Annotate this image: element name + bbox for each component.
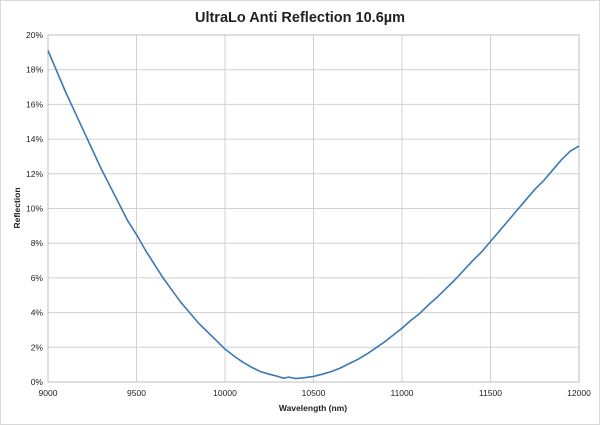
- grid-layer: [47, 34, 580, 383]
- y-tick-label: 12%: [26, 169, 43, 179]
- y-tick-label: 16%: [26, 99, 43, 109]
- y-tick-label: 6%: [31, 273, 44, 283]
- y-tick-label: 8%: [31, 238, 44, 248]
- series-layer: [47, 50, 580, 380]
- series-line: [47, 50, 580, 380]
- chart-title: UltraLo Anti Reflection 10.6µm: [195, 10, 405, 26]
- y-axis-title: Reflection: [12, 187, 22, 228]
- y-tick-label: 14%: [26, 134, 43, 144]
- x-tick-labels: 9000 9500 10000 10500 11000 11500 12000: [39, 388, 592, 398]
- y-tick-label: 2%: [31, 342, 44, 352]
- y-tick-label: 4%: [31, 308, 44, 318]
- y-tick-label: 18%: [26, 65, 43, 75]
- y-tick-label: 0%: [31, 377, 44, 387]
- y-tick-label: 10%: [26, 204, 43, 214]
- x-axis-title: Wavelength (nm): [279, 403, 347, 413]
- y-tick-label: 20%: [26, 30, 43, 40]
- x-tick-label: 10000: [213, 388, 237, 398]
- x-tick-label: 9000: [39, 388, 58, 398]
- y-tick-labels: 0% 2% 4% 6% 8% 10% 12% 14% 16% 18% 20%: [26, 30, 43, 387]
- x-tick-label: 12000: [567, 388, 591, 398]
- x-tick-label: 11500: [479, 388, 502, 398]
- plot-area: [47, 34, 580, 383]
- x-tick-label: 9500: [127, 388, 146, 398]
- x-tick-label: 10500: [302, 388, 326, 398]
- x-tick-label: 11000: [390, 388, 413, 398]
